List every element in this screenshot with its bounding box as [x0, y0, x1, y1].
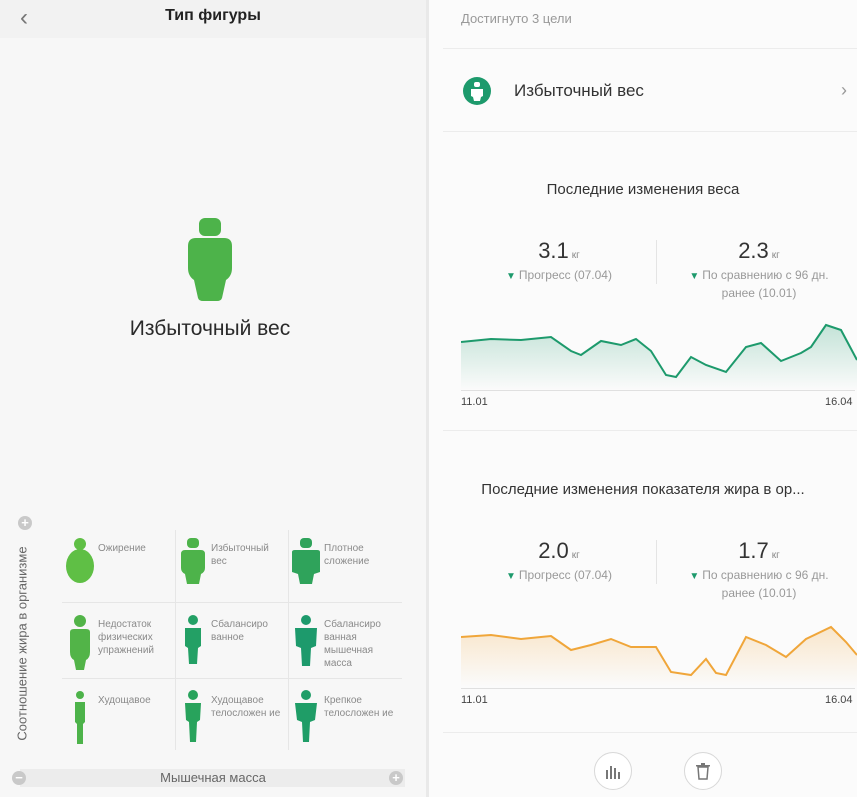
- person-icon: [292, 538, 320, 584]
- body-type-label: Избыточный вес: [514, 81, 644, 100]
- trash-icon: [696, 763, 710, 780]
- weight-x-start: 11.01: [461, 396, 488, 408]
- fat-x-end: 16.04: [825, 694, 853, 706]
- person-icon: [185, 690, 201, 742]
- chevron-right-icon: ›: [841, 80, 847, 100]
- body-type-thin[interactable]: Худощавое: [62, 682, 175, 754]
- fat-x-start: 11.01: [461, 694, 488, 706]
- fat-section-title: Последние изменения показателя жира в ор…: [481, 481, 805, 498]
- plus-icon[interactable]: +: [18, 516, 32, 530]
- down-triangle-icon: ▼: [689, 571, 700, 582]
- person-icon: [295, 615, 317, 666]
- summary-panel: Достигнуто 3 цели Избыточный вес › После…: [429, 0, 857, 797]
- body-type-grid: Ожирение Избыточный вес Плотное сложение…: [62, 530, 402, 750]
- body-type-muscular[interactable]: Крепкое телосложен ие: [288, 682, 401, 754]
- person-icon: [185, 615, 201, 664]
- minus-icon[interactable]: −: [12, 771, 26, 785]
- person-icon: [66, 538, 94, 583]
- person-icon: [181, 538, 205, 584]
- fat-compare-stat: 1.7 кг ▼ По сравнению с 96 дн. ранее (10.01…: [689, 538, 829, 600]
- page-title: Тип фигуры: [165, 7, 261, 24]
- body-type-panel: ‹ Тип фигуры Избыточный вес + Соотношени…: [0, 0, 426, 797]
- fat-trend-chart: [461, 625, 857, 687]
- muscle-mass-axis: − +: [12, 769, 405, 787]
- body-type-lean[interactable]: Худощавое телосложен ие: [175, 682, 288, 754]
- top-bar: ‹ Тип фигуры: [0, 0, 426, 38]
- weight-section-title: Последние изменения веса: [546, 181, 740, 198]
- body-type-stocky[interactable]: Плотное сложение: [288, 530, 401, 602]
- bar-chart-icon: [606, 766, 620, 779]
- delete-button[interactable]: [684, 752, 722, 790]
- weight-trend-chart: [461, 323, 857, 390]
- person-icon: [75, 691, 85, 744]
- y-axis-label: Соотношение жира в организме: [14, 546, 30, 741]
- person-icon: [70, 615, 90, 670]
- body-type-lack-of-exercise[interactable]: Недостаток физических упражнений: [62, 606, 175, 678]
- plus-icon[interactable]: +: [389, 771, 403, 785]
- weight-progress-stat: 3.1 кг ▼ Прогресс (07.04): [506, 238, 612, 282]
- current-body-type: Избыточный вес: [129, 317, 291, 340]
- down-triangle-icon: ▼: [506, 571, 516, 582]
- body-type-balanced[interactable]: Сбалансиро ванное: [175, 606, 288, 678]
- body-type-overweight[interactable]: Избыточный вес: [175, 530, 288, 602]
- weight-x-end: 16.04: [825, 396, 853, 408]
- weight-compare-stat: 2.3 кг ▼ По сравнению с 96 дн. ранее (10.01…: [689, 238, 829, 300]
- back-arrow-icon[interactable]: ‹: [20, 4, 28, 31]
- down-triangle-icon: ▼: [689, 271, 700, 282]
- fat-progress-stat: 2.0 кг ▼ Прогресс (07.04): [506, 538, 612, 582]
- person-icon: [463, 77, 491, 105]
- person-icon: [295, 690, 317, 742]
- body-type-balanced-muscle[interactable]: Сбалансиро ванная мышечная масса: [288, 606, 401, 678]
- fat-ratio-axis: + Соотношение жира в организме: [6, 516, 38, 786]
- person-figure-icon: [188, 218, 232, 301]
- body-type-obesity[interactable]: Ожирение: [62, 530, 175, 602]
- down-triangle-icon: ▼: [506, 271, 516, 282]
- x-axis-label: Мышечная масса: [160, 770, 266, 785]
- stats-button[interactable]: [594, 752, 632, 790]
- goals-text: Достигнуто 3 цели: [461, 11, 572, 26]
